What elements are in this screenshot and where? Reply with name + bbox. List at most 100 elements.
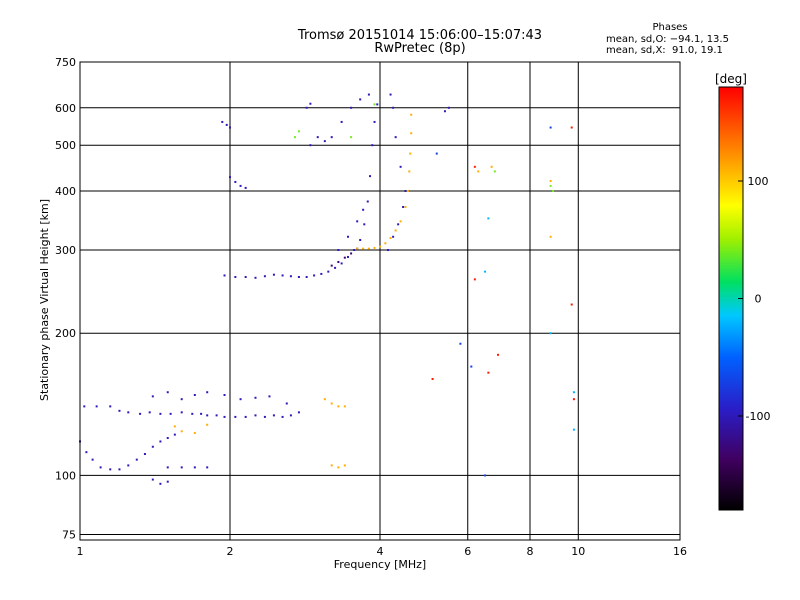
data-point bbox=[410, 132, 413, 135]
data-point bbox=[215, 414, 218, 417]
data-point bbox=[268, 395, 271, 398]
x-tick-label: 1 bbox=[77, 545, 84, 558]
data-point bbox=[484, 270, 487, 273]
data-point bbox=[343, 405, 346, 408]
data-point bbox=[366, 200, 369, 203]
y-axis-label: Stationary phase Virtual Height [km] bbox=[38, 199, 51, 401]
data-point bbox=[159, 412, 162, 415]
data-point bbox=[343, 256, 346, 259]
data-point bbox=[234, 415, 237, 418]
data-point bbox=[151, 445, 154, 448]
data-point bbox=[330, 264, 333, 267]
data-point bbox=[337, 405, 340, 408]
data-point bbox=[91, 458, 94, 461]
data-point bbox=[435, 152, 438, 155]
data-point bbox=[223, 274, 226, 277]
data-point bbox=[350, 252, 353, 255]
x-tick-label: 6 bbox=[464, 545, 471, 558]
data-point bbox=[330, 136, 333, 139]
data-point bbox=[320, 272, 323, 275]
colorbar-ticks: 100 0 -100 bbox=[738, 175, 770, 423]
data-point bbox=[95, 405, 98, 408]
data-point bbox=[337, 260, 340, 263]
data-point bbox=[350, 106, 353, 109]
data-point bbox=[570, 303, 573, 306]
data-point bbox=[85, 451, 88, 454]
data-point bbox=[404, 189, 407, 192]
x-tick-label: 10 bbox=[571, 545, 585, 558]
data-point bbox=[404, 205, 407, 208]
x-tick-label: 8 bbox=[527, 545, 534, 558]
data-point bbox=[373, 120, 376, 123]
data-point bbox=[371, 144, 374, 147]
data-point bbox=[281, 274, 284, 277]
data-point bbox=[254, 276, 257, 279]
data-point bbox=[169, 412, 172, 415]
data-point bbox=[239, 398, 242, 401]
data-point bbox=[470, 365, 473, 368]
data-point bbox=[343, 464, 346, 467]
data-point bbox=[234, 276, 237, 279]
data-point bbox=[99, 466, 102, 469]
data-point bbox=[180, 398, 183, 401]
data-point bbox=[389, 93, 392, 96]
data-point bbox=[337, 249, 340, 252]
y-tick-label: 600 bbox=[55, 102, 76, 115]
colorbar-tick-label: 100 bbox=[748, 175, 769, 188]
data-point bbox=[359, 98, 362, 101]
data-point bbox=[206, 466, 209, 469]
phases-stats-o: mean, sd,O: −94.1, 13.5 bbox=[606, 34, 729, 45]
data-point bbox=[392, 235, 395, 238]
data-point bbox=[384, 242, 387, 245]
data-point bbox=[285, 402, 288, 405]
data-point bbox=[408, 170, 411, 173]
data-point bbox=[118, 409, 121, 412]
data-point bbox=[166, 466, 169, 469]
data-point bbox=[459, 342, 462, 345]
data-point bbox=[363, 223, 366, 226]
x-tick-label: 2 bbox=[227, 545, 234, 558]
data-point bbox=[399, 220, 402, 223]
data-point bbox=[340, 120, 343, 123]
data-point bbox=[484, 474, 487, 477]
data-point bbox=[330, 402, 333, 405]
data-point bbox=[406, 189, 409, 192]
data-point bbox=[159, 440, 162, 443]
data-point bbox=[166, 437, 169, 440]
data-point bbox=[410, 113, 413, 116]
data-point bbox=[350, 136, 353, 139]
data-point bbox=[392, 106, 395, 109]
data-point bbox=[327, 270, 330, 273]
data-point bbox=[477, 170, 480, 173]
data-point bbox=[239, 184, 242, 187]
data-point bbox=[83, 405, 86, 408]
data-point bbox=[297, 411, 300, 414]
data-point bbox=[135, 458, 138, 461]
data-point bbox=[353, 249, 356, 252]
data-point bbox=[487, 217, 490, 220]
data-point bbox=[139, 412, 142, 415]
data-point bbox=[399, 165, 402, 168]
data-point bbox=[549, 179, 552, 182]
data-point bbox=[309, 144, 312, 147]
data-point bbox=[346, 235, 349, 238]
chart-subtitle: RwPretec (8p) bbox=[374, 41, 466, 56]
data-point bbox=[496, 353, 499, 356]
data-point bbox=[549, 235, 552, 238]
y-tick-label: 500 bbox=[55, 139, 76, 152]
data-point bbox=[379, 245, 381, 248]
data-point bbox=[244, 415, 247, 418]
data-point bbox=[200, 412, 203, 415]
data-point bbox=[109, 405, 112, 408]
data-point bbox=[323, 398, 326, 401]
data-point bbox=[337, 466, 340, 469]
y-tick-label: 100 bbox=[55, 469, 76, 482]
colorbar-label: [deg] bbox=[715, 72, 747, 86]
data-point bbox=[272, 273, 275, 276]
data-point bbox=[362, 208, 365, 211]
plot-frame bbox=[79, 61, 681, 541]
data-point bbox=[493, 170, 496, 173]
data-point bbox=[293, 136, 296, 139]
data-point bbox=[193, 466, 196, 469]
data-point bbox=[373, 103, 376, 106]
